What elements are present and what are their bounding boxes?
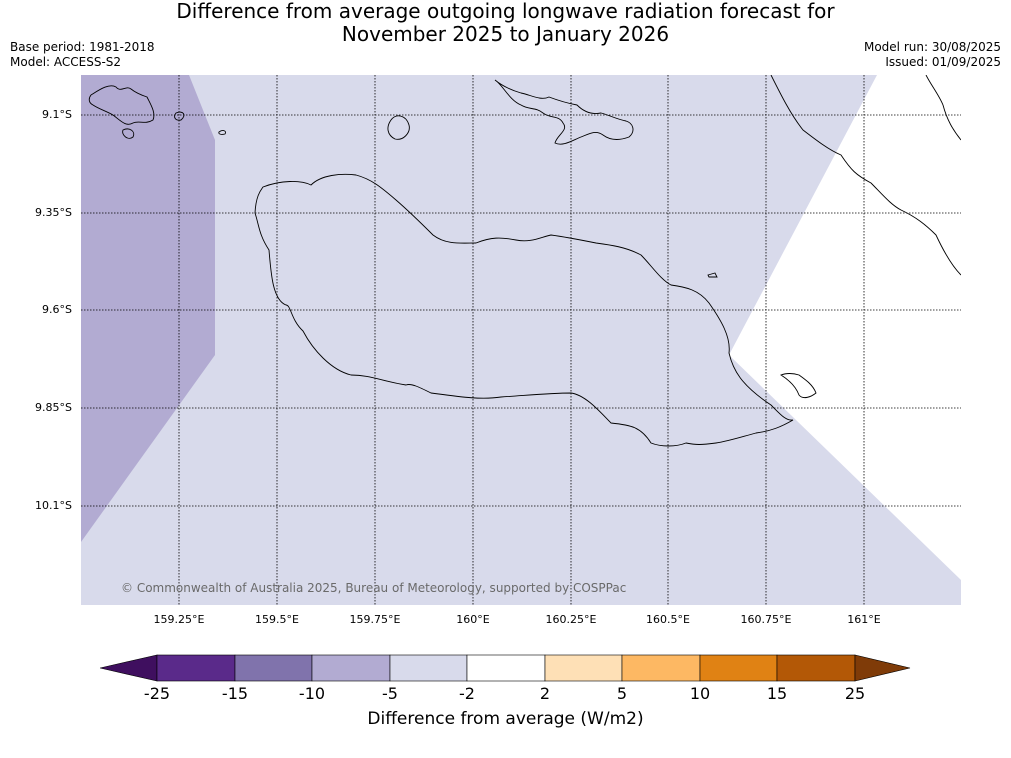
colorbar-segment (776, 654, 856, 682)
colorbar-label: -5 (382, 684, 398, 703)
colorbar-label: 15 (766, 684, 788, 703)
map-title: Difference from average outgoing longwav… (0, 0, 1011, 46)
coastline-marau (780, 373, 817, 399)
colorbar-segment (544, 654, 623, 682)
coastline-savo (387, 115, 410, 140)
lon-tick: 161°E (847, 613, 881, 626)
lon-tick: 159.25°E (153, 613, 205, 626)
base-period: Base period: 1981-2018 (10, 40, 155, 54)
lat-tick: 9.6°S (42, 303, 72, 316)
coastline-russell-islet-2 (174, 111, 185, 121)
colorbar-label: 25 (844, 684, 866, 703)
metadata-left: Base period: 1981-2018 Model: ACCESS-S2 (10, 40, 155, 70)
anomaly-region-minus10 (81, 75, 215, 542)
title-line-2: November 2025 to January 2026 (341, 22, 670, 46)
lat-tick: 9.35°S (35, 206, 72, 219)
colorbar-label: 5 (616, 684, 628, 703)
colorbar-label: 10 (689, 684, 711, 703)
map-panel: © Commonwealth of Australia 2025, Bureau… (81, 75, 961, 605)
colorbar-extend-high (854, 654, 911, 682)
colorbar-segment (699, 654, 778, 682)
colorbar-label: -15 (221, 684, 249, 703)
coastline-russell (88, 85, 155, 125)
colorbar-segment (156, 654, 236, 682)
colorbar-segment (389, 654, 468, 682)
issued-date: Issued: 01/09/2025 (885, 55, 1001, 69)
colorbar (100, 654, 911, 682)
lon-tick: 160°E (456, 613, 490, 626)
coastline-malaita (770, 75, 961, 276)
model-run: Model run: 30/08/2025 (863, 40, 1001, 54)
colorbar-segment (466, 654, 546, 682)
colorbar-label: 2 (539, 684, 551, 703)
metadata-right: Model run: 30/08/2025 Issued: 01/09/2025 (864, 40, 1001, 70)
colorbar-extend-low (100, 654, 158, 682)
anomaly-region-near-zero (729, 75, 961, 580)
colorbar-segment (311, 654, 391, 682)
colorbar-label: -10 (298, 684, 326, 703)
lon-tick: 159.5°E (255, 613, 299, 626)
lat-tick: 10.1°S (35, 499, 72, 512)
lon-tick: 160.25°E (545, 613, 597, 626)
colorbar-segment (234, 654, 313, 682)
graticule (81, 75, 961, 605)
lat-tick: 9.1°S (42, 108, 72, 121)
colorbar-title: Difference from average (W/m2) (367, 709, 644, 729)
colorbar-label: -25 (143, 684, 171, 703)
colorbar-segment (621, 654, 701, 682)
lon-tick: 159.75°E (349, 613, 401, 626)
lon-tick: 160.75°E (740, 613, 792, 626)
title-line-1: Difference from average outgoing longwav… (176, 0, 835, 23)
model-name: Model: ACCESS-S2 (10, 55, 122, 69)
copyright-notice: © Commonwealth of Australia 2025, Bureau… (121, 581, 626, 595)
coastline-guadalcanal (254, 173, 794, 447)
lat-tick: 9.85°S (35, 401, 72, 414)
colorbar-label: -2 (459, 684, 475, 703)
coastline-russell-islet-3 (218, 130, 226, 135)
coastline-nggela (494, 79, 634, 145)
coastline-russell-islet-1 (122, 128, 135, 139)
coastline-malaita-north (925, 75, 961, 141)
coastlines (88, 75, 961, 447)
coastline-islet (707, 272, 718, 278)
lon-tick: 160.5°E (646, 613, 690, 626)
